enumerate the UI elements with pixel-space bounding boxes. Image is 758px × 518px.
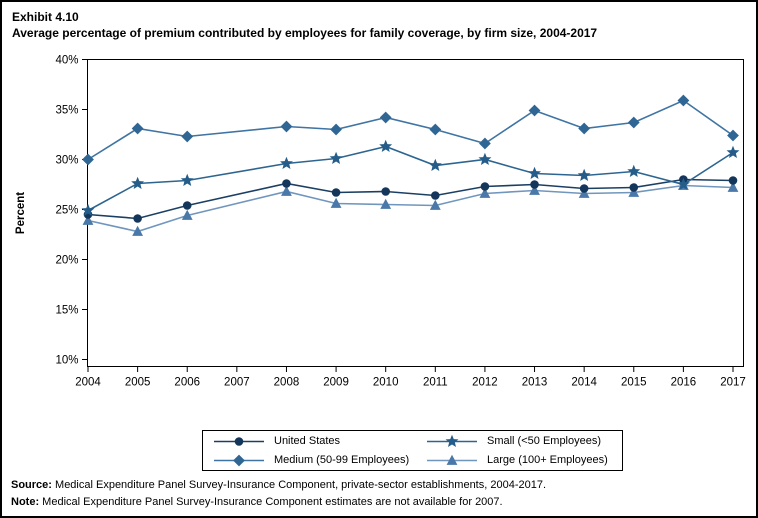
point-small-50-employees-2014 [577,168,591,181]
point-small-50-employees-2005 [131,176,145,189]
point-medium-50-99-employees-2006 [181,130,194,143]
point-large-100-employees-2010 [380,198,392,209]
y-tick-label: 35% [55,105,78,117]
x-tick-label: 2005 [125,377,151,389]
x-tick-label: 2007 [224,377,250,389]
x-tick-label: 2012 [472,377,498,389]
point-medium-50-99-employees-2010 [379,111,392,124]
point-medium-50-99-employees-2005 [131,122,144,135]
legend-item-united-states: United States [213,432,426,450]
source-line: Source: Medical Expenditure Panel Survey… [11,477,546,494]
note-text: Medical Expenditure Panel Survey-Insuran… [39,496,503,508]
point-large-100-employees-2006 [181,209,193,220]
point-small-50-employees-2017 [726,145,740,158]
source-label: Source: [11,479,52,491]
point-medium-50-99-employees-2017 [727,129,739,142]
point-united-states-2014 [579,184,589,193]
y-tick-label: 20% [55,255,78,267]
source-text: Medical Expenditure Panel Survey-Insuran… [51,479,547,491]
point-small-50-employees-2008 [279,156,293,169]
legend-marker-diamond-icon [214,454,264,466]
legend-item-medium-50-99-employees: Medium (50-99 Employees) [213,451,426,469]
point-united-states-2010 [381,187,390,196]
y-tick-label: 10% [55,355,78,367]
legend-label: Small (<50 Employees) [487,435,602,447]
point-united-states-2005 [133,214,142,223]
x-tick-label: 2009 [323,377,349,389]
series-line-medium-50-99-employees [87,99,734,161]
y-tick-label: 30% [55,155,78,167]
line-chart: 10% 15% 20% 25% 30% 35% 40% 2004 2005 2006 2007 200… [15,55,746,389]
point-united-states-2017 [728,176,738,185]
point-large-100-employees-2005 [132,225,144,236]
y-tick-label: 25% [55,205,78,217]
point-large-100-employees-2009 [330,197,342,208]
chart-title: Average percentage of premium contribute… [12,26,598,40]
point-small-50-employees-2012 [478,152,492,165]
x-tick-label: 2008 [274,377,300,389]
point-small-50-employees-2006 [180,173,194,186]
point-united-states-2006 [182,201,192,210]
legend-label: Large (100+ Employees) [487,454,608,466]
point-large-100-employees-2015 [628,186,640,197]
note-label: Note: [11,496,40,508]
exhibit-number: Exhibit 4.10 [12,10,79,24]
point-small-50-employees-2011 [428,158,442,171]
point-medium-50-99-employees-2004 [82,153,94,166]
point-united-states-2012 [480,182,490,191]
legend-marker-circle-icon [214,436,264,446]
point-medium-50-99-employees-2011 [429,123,442,136]
x-tick-label: 2016 [671,377,697,389]
x-tick-label: 2006 [174,377,200,389]
point-medium-50-99-employees-2008 [280,120,293,133]
legend-item-large-100-employees: Large (100+ Employees) [426,451,622,469]
point-large-100-employees-2011 [429,199,441,210]
point-large-100-employees-2004 [82,214,94,225]
x-tick-label: 2014 [571,377,597,389]
point-medium-50-99-employees-2015 [627,116,640,129]
x-tick-label: 2017 [720,377,746,389]
point-united-states-2015 [629,183,639,192]
point-small-50-employees-2016 [676,177,690,190]
point-united-states-2013 [530,180,539,189]
point-united-states-2009 [331,188,341,197]
point-small-50-employees-2013 [528,166,542,179]
y-tick-label: 40% [55,55,78,67]
legend-label: United States [274,435,341,447]
y-axis-label: Percent [15,192,27,234]
note-line: Note: Medical Expenditure Panel Survey-I… [11,494,546,511]
chart-header: Exhibit 4.10 Average percentage of premi… [12,9,597,41]
x-tick-label: 2015 [621,377,647,389]
x-tick-label: 2011 [423,377,448,389]
x-tick-label: 2010 [373,377,399,389]
point-small-50-employees-2015 [627,164,641,177]
point-united-states-2011 [431,191,440,200]
point-large-100-employees-2008 [281,185,292,196]
point-large-100-employees-2017 [727,181,739,192]
x-tick-label: 2004 [75,377,101,389]
point-small-50-employees-2009 [329,151,343,164]
point-large-100-employees-2012 [479,187,491,198]
legend-label: Medium (50-99 Employees) [274,454,410,466]
point-medium-50-99-employees-2014 [578,122,591,135]
point-medium-50-99-employees-2013 [528,104,541,117]
point-medium-50-99-employees-2012 [479,137,491,150]
legend-item-small-50-employees: Small (<50 Employees) [426,432,622,450]
point-large-100-employees-2013 [529,184,540,195]
point-medium-50-99-employees-2016 [677,94,690,107]
point-medium-50-99-employees-2009 [330,123,342,136]
legend-marker-star-icon [427,434,477,447]
y-tick-label: 15% [55,305,78,317]
point-small-50-employees-2010 [379,139,393,152]
point-large-100-employees-2014 [578,187,590,198]
legend-marker-triangle-icon [427,454,477,465]
point-united-states-2008 [282,179,291,188]
point-small-50-employees-2004 [81,203,95,216]
chart-footnotes: Source: Medical Expenditure Panel Survey… [11,477,546,511]
chart-legend: United States Small (<50 Employees) Medium… [202,430,623,471]
x-tick-label: 2013 [522,377,548,389]
